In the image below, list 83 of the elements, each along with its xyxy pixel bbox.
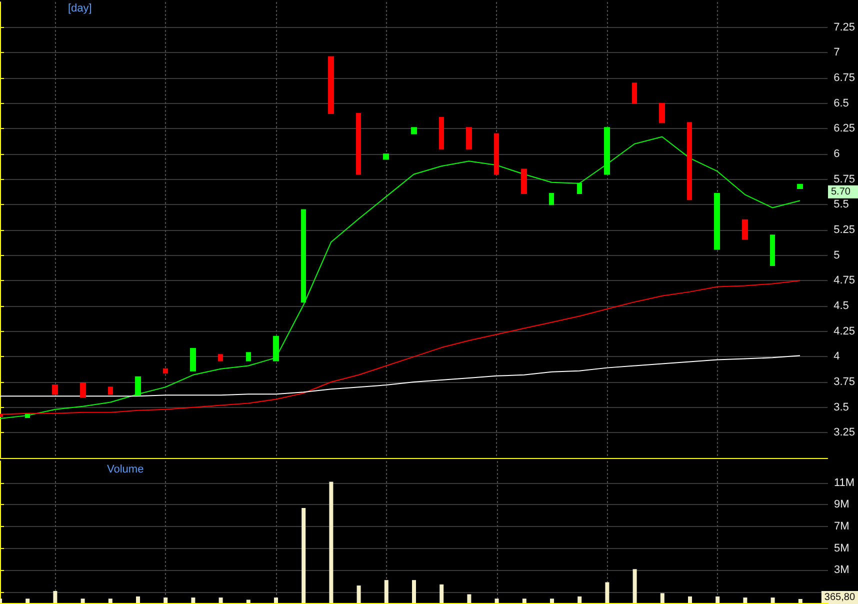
text: 5.70 bbox=[831, 186, 851, 198]
candlestick bbox=[163, 368, 168, 374]
y-tick-label: 7 bbox=[834, 46, 840, 59]
bar bbox=[770, 598, 775, 603]
bar bbox=[743, 598, 748, 603]
bar bbox=[494, 598, 499, 603]
candlestick bbox=[273, 336, 279, 362]
y-tick-label: 7M bbox=[834, 520, 850, 533]
candlestick bbox=[770, 234, 775, 266]
candlestick bbox=[632, 82, 637, 104]
candlestick bbox=[659, 102, 665, 124]
candlestick bbox=[521, 168, 527, 194]
bar bbox=[136, 596, 140, 603]
y-tick-label: 5.5 bbox=[834, 198, 849, 211]
candlestick bbox=[218, 354, 223, 362]
y-tick-label: 4.25 bbox=[834, 325, 856, 338]
bar bbox=[329, 482, 334, 603]
bar bbox=[550, 598, 554, 603]
candlestick bbox=[411, 127, 417, 134]
candlestick bbox=[687, 122, 692, 200]
bar bbox=[632, 569, 637, 603]
bar bbox=[660, 593, 664, 603]
y-tick-label: 6.75 bbox=[834, 72, 856, 84]
candlestick bbox=[135, 376, 141, 396]
y-tick-label: 3.75 bbox=[834, 376, 856, 388]
y-tick-label: 6 bbox=[834, 148, 840, 160]
bar bbox=[108, 598, 112, 603]
bar bbox=[164, 598, 168, 603]
candlestick bbox=[383, 154, 389, 160]
candlestick bbox=[797, 184, 803, 189]
bar bbox=[798, 599, 802, 603]
y-tick-label: 4.5 bbox=[834, 300, 849, 312]
bar bbox=[246, 600, 250, 603]
y-tick-label: 6.5 bbox=[834, 97, 849, 110]
bar bbox=[53, 590, 58, 603]
bar bbox=[522, 598, 526, 603]
chart-title: [day] bbox=[68, 2, 92, 14]
bar bbox=[440, 584, 444, 603]
y-tick-label: 5.75 bbox=[834, 173, 856, 186]
bar bbox=[716, 596, 720, 603]
y-tick-label: 4.75 bbox=[834, 274, 856, 287]
bar bbox=[26, 598, 30, 603]
candlestick bbox=[246, 352, 251, 362]
chart-title: Volume bbox=[107, 464, 144, 476]
y-tick-label: 5 bbox=[834, 249, 840, 262]
candlestick bbox=[80, 382, 86, 398]
bar bbox=[467, 594, 472, 603]
y-tick-label: 5M bbox=[834, 542, 850, 554]
candlestick bbox=[328, 56, 334, 114]
y-tick-label: 5.25 bbox=[834, 224, 856, 236]
bar bbox=[688, 596, 692, 603]
annotation: 365,80 bbox=[824, 592, 856, 603]
bar bbox=[384, 580, 388, 603]
y-tick-label: 9M bbox=[834, 498, 850, 511]
candlestick bbox=[108, 386, 113, 395]
candlestick bbox=[439, 117, 444, 150]
candlestick bbox=[301, 209, 306, 302]
y-tick-label: 3.25 bbox=[834, 426, 856, 439]
bar bbox=[80, 598, 85, 603]
bar bbox=[274, 598, 278, 603]
candlestick bbox=[190, 348, 196, 372]
bar bbox=[356, 586, 361, 603]
candlestick bbox=[494, 133, 499, 175]
y-tick-label: 4 bbox=[834, 350, 840, 363]
bar bbox=[191, 598, 196, 603]
candlestick bbox=[577, 182, 582, 194]
line-series bbox=[0, 355, 801, 397]
y-tick-label: 7.25 bbox=[834, 21, 856, 34]
bar bbox=[218, 598, 223, 603]
candlestick bbox=[52, 384, 58, 395]
candlestick bbox=[466, 127, 472, 150]
y-tick-label: 11M bbox=[834, 476, 855, 489]
bar bbox=[302, 508, 306, 603]
bar bbox=[578, 596, 582, 603]
candlestick bbox=[714, 193, 720, 250]
candlestick bbox=[549, 193, 554, 206]
bar bbox=[605, 582, 610, 603]
candlestick bbox=[742, 219, 748, 240]
y-tick-label: 3M bbox=[834, 564, 850, 576]
candlestick bbox=[356, 112, 361, 175]
y-tick-label: 6.25 bbox=[834, 122, 856, 135]
bar bbox=[412, 580, 416, 603]
y-tick-label: 3.5 bbox=[834, 401, 849, 414]
